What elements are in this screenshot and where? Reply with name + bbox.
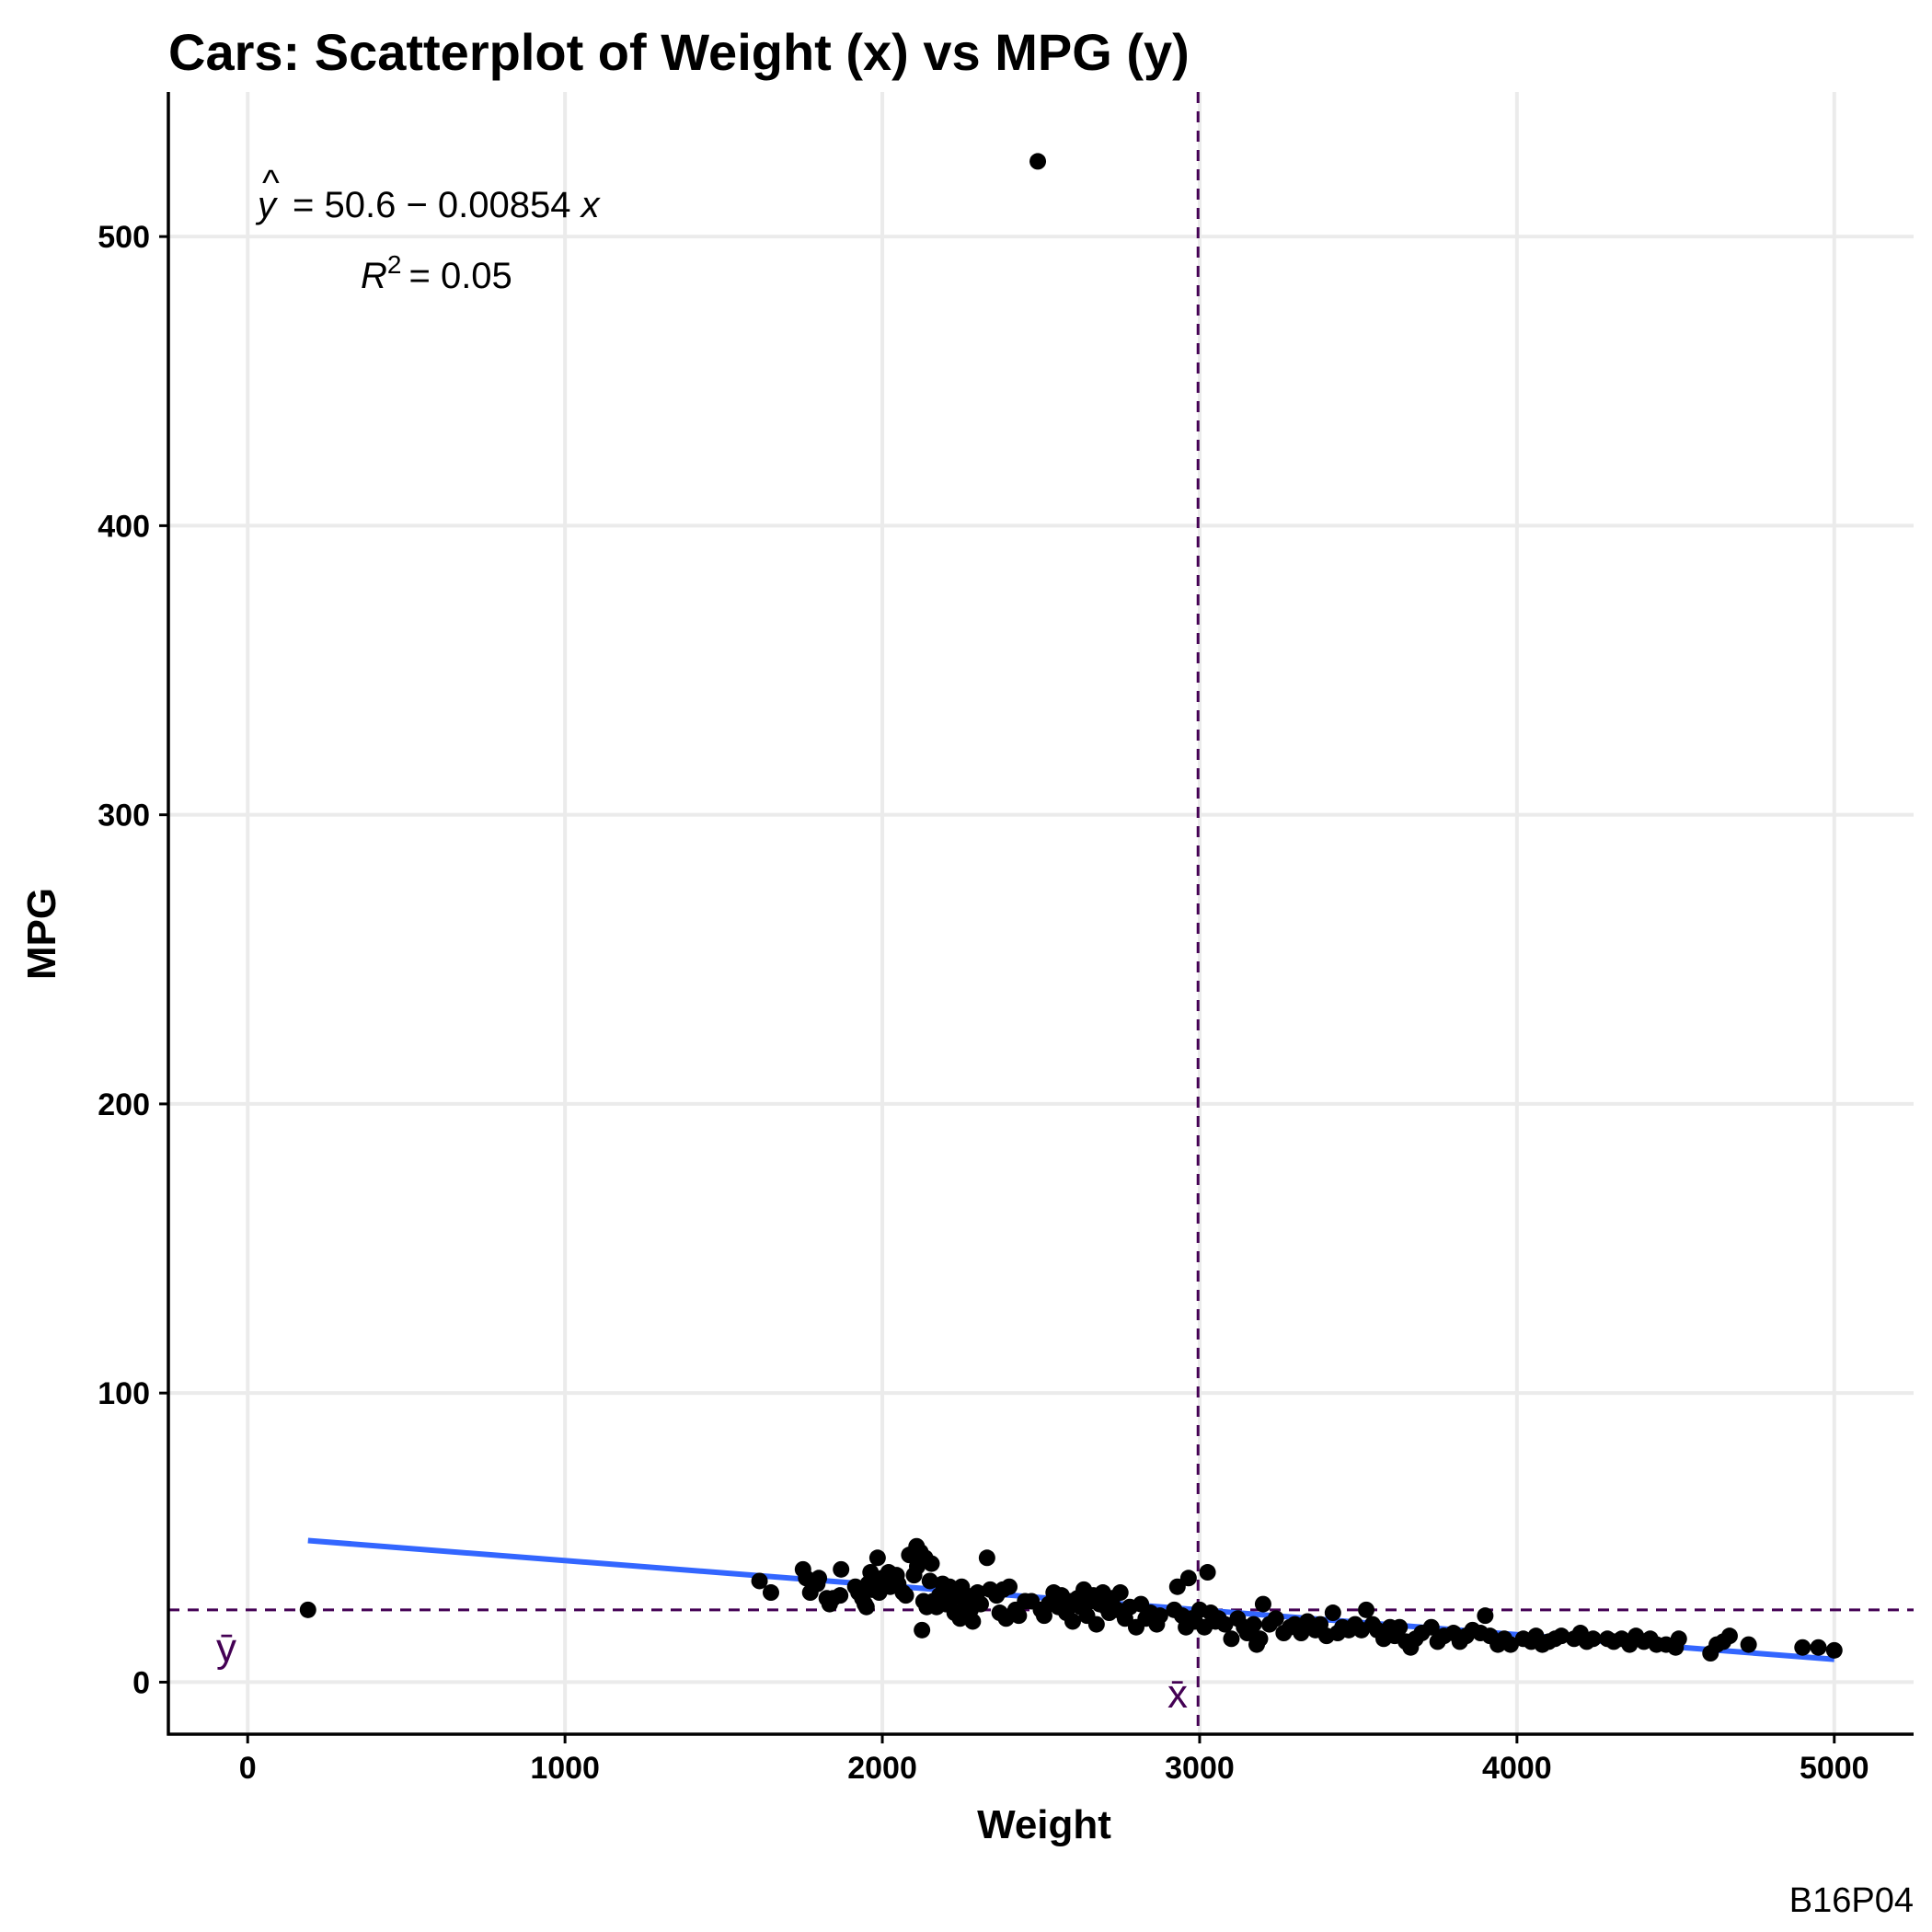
- x-axis-title: Weight: [977, 1802, 1111, 1847]
- data-points: [299, 153, 1843, 1662]
- data-point: [1064, 1613, 1081, 1630]
- data-point: [1501, 1636, 1519, 1653]
- y-tick-label: 500: [98, 220, 150, 255]
- data-point: [1267, 1610, 1284, 1627]
- r-squared-value: = 0.05: [408, 256, 512, 296]
- data-point: [1179, 1570, 1197, 1587]
- tick-labels: 0 1000 2000 3000 4000 5000 0 100 200 300 400 500: [98, 220, 1869, 1786]
- data-point: [1151, 1607, 1168, 1625]
- equation-variable: x: [580, 185, 602, 225]
- data-point: [1740, 1636, 1757, 1653]
- data-point: [1358, 1601, 1375, 1618]
- data-point: [1584, 1630, 1602, 1648]
- data-point: [964, 1613, 982, 1630]
- data-point: [1254, 1595, 1271, 1613]
- data-point: [751, 1572, 768, 1590]
- data-point: [921, 1572, 938, 1590]
- x-tick-label: 5000: [1800, 1751, 1869, 1786]
- data-point: [923, 1555, 940, 1572]
- data-point: [1111, 1584, 1129, 1602]
- r-squared: R2 = 0.05: [361, 250, 512, 296]
- data-point: [811, 1570, 828, 1587]
- x-tick-label: 0: [239, 1751, 257, 1786]
- data-point: [1670, 1630, 1687, 1648]
- data-point: [1168, 1578, 1186, 1595]
- data-point: [1553, 1627, 1570, 1645]
- data-point: [897, 1587, 914, 1604]
- data-point: [1794, 1639, 1811, 1656]
- r-superscript: 2: [387, 250, 402, 279]
- data-point: [972, 1595, 989, 1613]
- y-hat-symbol: y: [255, 185, 279, 225]
- y-tick-label: 200: [98, 1087, 150, 1122]
- data-point: [1216, 1616, 1234, 1633]
- data-point: [1001, 1578, 1018, 1595]
- data-point: [857, 1598, 875, 1616]
- data-point: [1029, 153, 1047, 170]
- data-point: [832, 1587, 849, 1604]
- x-mean-label: x̄: [1167, 1672, 1188, 1717]
- chart-title: Cars: Scatterplot of Weight (x) vs MPG (…: [168, 23, 1190, 81]
- y-tick-label: 0: [132, 1665, 150, 1700]
- hat-mark: ^: [262, 163, 280, 203]
- data-point: [1010, 1607, 1028, 1625]
- data-point: [1422, 1618, 1440, 1636]
- data-point: [762, 1584, 779, 1602]
- y-tick-label: 100: [98, 1376, 150, 1411]
- y-mean-label: ȳ: [216, 1626, 236, 1671]
- x-tick-label: 2000: [847, 1751, 917, 1786]
- y-axis-title: MPG: [19, 888, 64, 980]
- equation-text: = 50.6 − 0.00854 x: [293, 185, 602, 225]
- y-tick-label: 400: [98, 509, 150, 544]
- data-point: [978, 1549, 995, 1567]
- x-tick-label: 1000: [530, 1751, 600, 1786]
- reference-lines: [168, 92, 1914, 1734]
- x-tick-label: 4000: [1482, 1751, 1552, 1786]
- equation-body: = 50.6 − 0.00854: [293, 185, 571, 225]
- data-point: [1391, 1618, 1409, 1636]
- data-point: [1251, 1630, 1269, 1648]
- data-point: [1324, 1604, 1341, 1622]
- regression-equation: y ^ = 50.6 − 0.00854 x: [255, 163, 602, 225]
- data-point: [1199, 1564, 1216, 1581]
- data-point: [1477, 1607, 1494, 1625]
- data-point: [299, 1601, 316, 1618]
- axes: [159, 92, 1914, 1743]
- data-point: [914, 1621, 931, 1639]
- data-point: [1810, 1639, 1827, 1656]
- data-point: [1720, 1627, 1738, 1645]
- data-point: [1825, 1641, 1843, 1659]
- data-point: [868, 1549, 886, 1567]
- data-point: [833, 1560, 850, 1578]
- x-tick-label: 3000: [1165, 1751, 1235, 1786]
- grid: [168, 92, 1914, 1734]
- r-symbol: R: [361, 256, 387, 296]
- caption: B16P04: [1789, 1881, 1914, 1920]
- data-point: [1245, 1616, 1262, 1633]
- y-tick-label: 300: [98, 799, 150, 834]
- data-point: [1223, 1630, 1240, 1648]
- data-point: [1087, 1616, 1105, 1633]
- r-squared-text: R2 = 0.05: [361, 250, 512, 296]
